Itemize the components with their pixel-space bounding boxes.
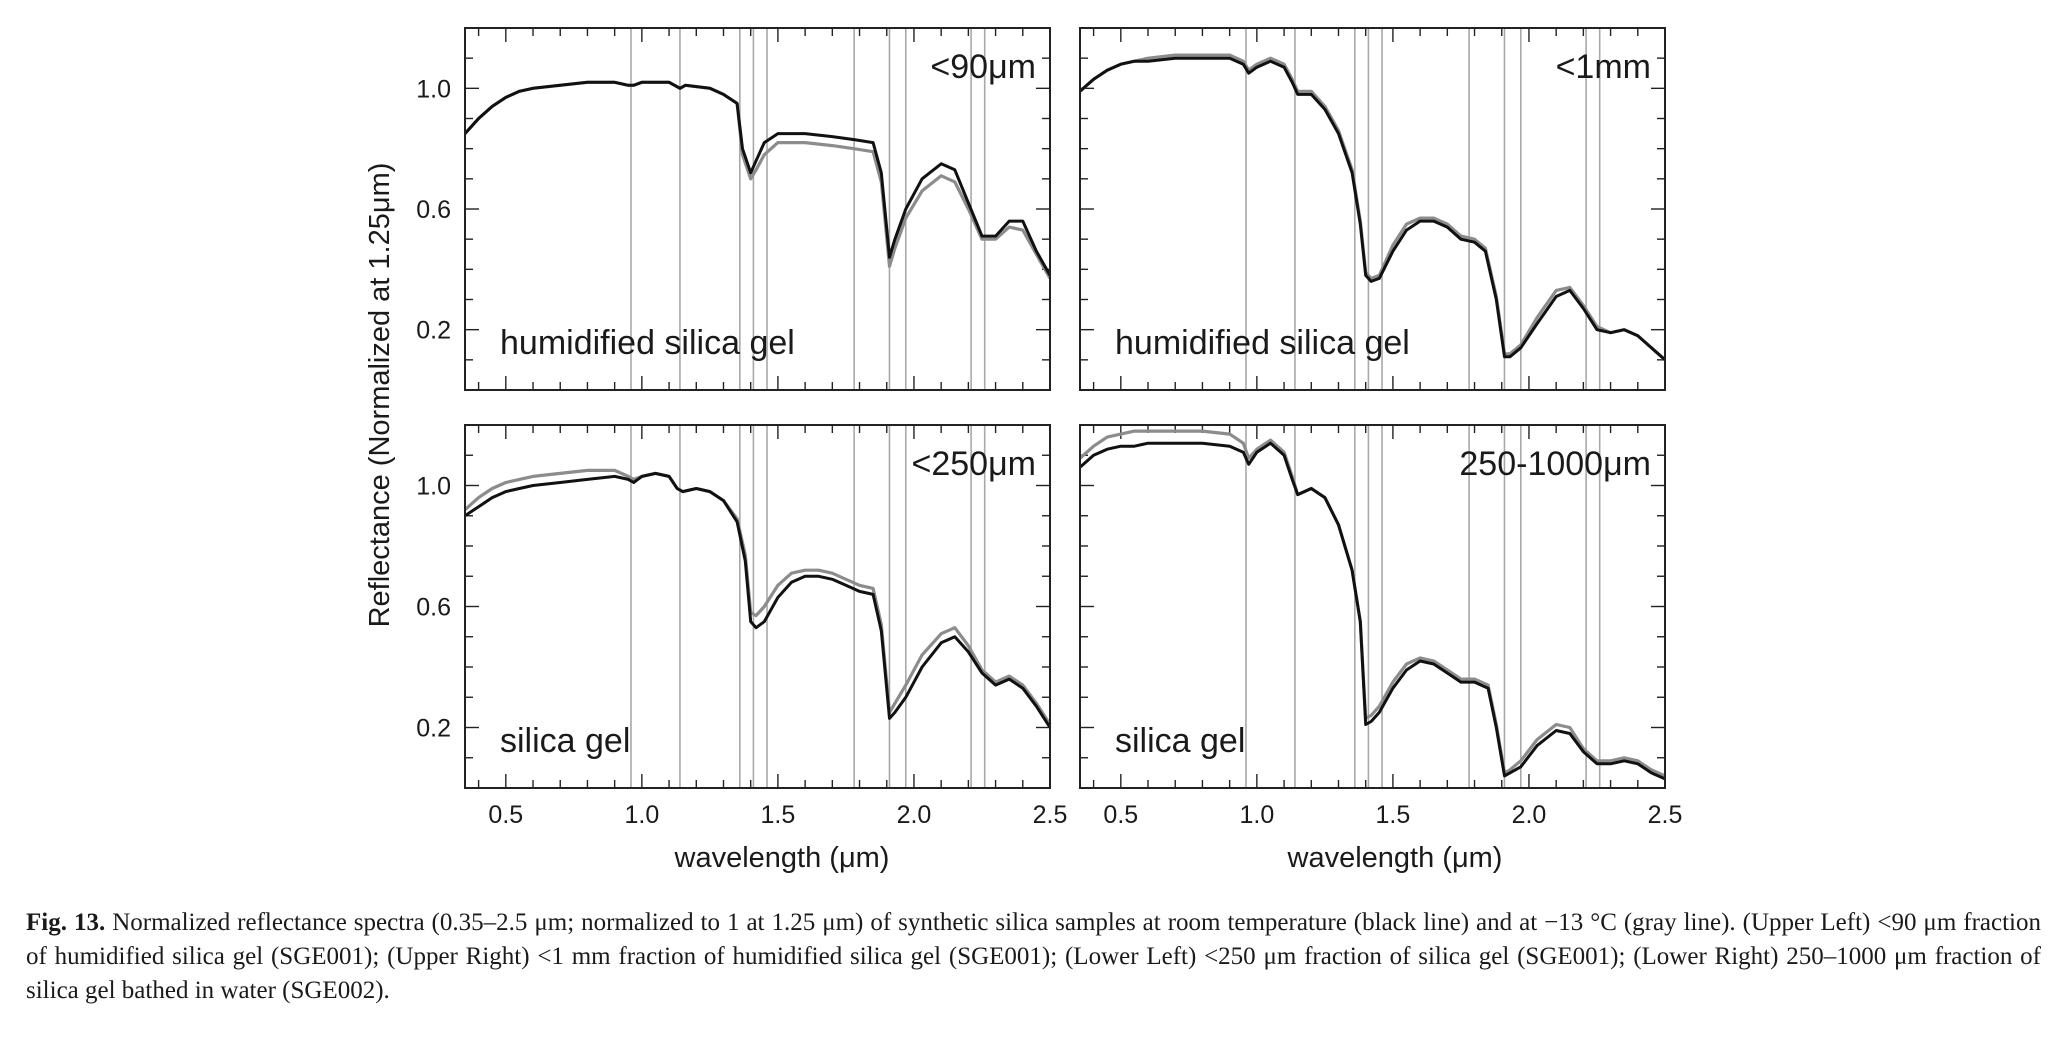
grain-size-label: <90μm (930, 48, 1036, 86)
chart-panels: 1.0 0.6 0.2 <90μm humidified silica gel <1mm h… (416, 27, 1683, 829)
series-line-minus-13c (1078, 53, 1667, 361)
sample-label: silica gel (1115, 722, 1245, 760)
series-line-room-temperature (1079, 56, 1666, 361)
sample-label: humidified silica gel (1115, 324, 1410, 362)
chart-panel-lower-left: 1.0 0.6 0.2 0.5 1.0 1.5 2.0 2.5 <250μm silica gel (416, 424, 1068, 829)
x-tick-label: 1.5 (761, 801, 796, 829)
x-tick-label: 2.5 (1648, 801, 1683, 829)
x-tick-label: 2.5 (1033, 801, 1068, 829)
series-line-minus-13c (1078, 429, 1666, 778)
x-tick-label: 0.5 (488, 801, 523, 829)
x-tick-label: 1.5 (1376, 801, 1411, 829)
x-tick-label: 1.0 (1239, 801, 1274, 829)
chart-panel-upper-right: <1mm humidified silica gel (1078, 27, 1667, 391)
plot-frame (1079, 27, 1666, 391)
figure-graphic: 1.0 0.6 0.2 <90μm humidified silica gel <1mm h… (364, 27, 1683, 874)
series-line-minus-13c (463, 80, 1052, 280)
grain-size-label: <1mm (1556, 48, 1651, 86)
series-line-room-temperature (1079, 441, 1666, 781)
x-tick-label: 0.5 (1103, 801, 1138, 829)
sample-label: humidified silica gel (500, 324, 795, 362)
y-axis-label: Reflectance (Normalized at 1.25μm) (364, 163, 396, 628)
y-tick-label: 1.0 (416, 75, 451, 103)
x-axis-label-right: wavelength (μm) (1287, 842, 1503, 874)
plot-frame (464, 424, 1051, 789)
y-tick-label: 0.2 (416, 317, 451, 345)
grain-size-label: <250μm (912, 445, 1037, 483)
plot-frame (464, 27, 1051, 391)
series-line-room-temperature (464, 471, 1052, 729)
y-tick-label: 0.6 (416, 594, 451, 622)
x-tick-label: 2.0 (1512, 801, 1547, 829)
series-line-room-temperature (463, 80, 1052, 277)
caption-text: Normalized reflectance spectra (0.35–2.5… (26, 909, 2041, 1004)
x-tick-label: 1.0 (624, 801, 659, 829)
figure-caption: Fig. 13. Normalized reflectance spectra … (26, 906, 2041, 1008)
chart-panel-upper-left: 1.0 0.6 0.2 <90μm humidified silica gel (416, 27, 1052, 391)
chart-panel-lower-right: 0.5 1.0 1.5 2.0 2.5 250-1000μm silica gel (1078, 424, 1683, 829)
x-axis-label-left: wavelength (μm) (674, 842, 890, 874)
y-tick-label: 0.2 (416, 715, 451, 743)
grain-size-label: 250-1000μm (1459, 445, 1651, 483)
y-tick-label: 0.6 (416, 196, 451, 224)
y-tick-label: 1.0 (416, 473, 451, 501)
x-tick-label: 2.0 (897, 801, 932, 829)
sample-label: silica gel (500, 722, 630, 760)
plot-frame (1079, 424, 1666, 789)
series-line-minus-13c (463, 468, 1052, 726)
caption-label: Fig. 13. (26, 909, 106, 936)
